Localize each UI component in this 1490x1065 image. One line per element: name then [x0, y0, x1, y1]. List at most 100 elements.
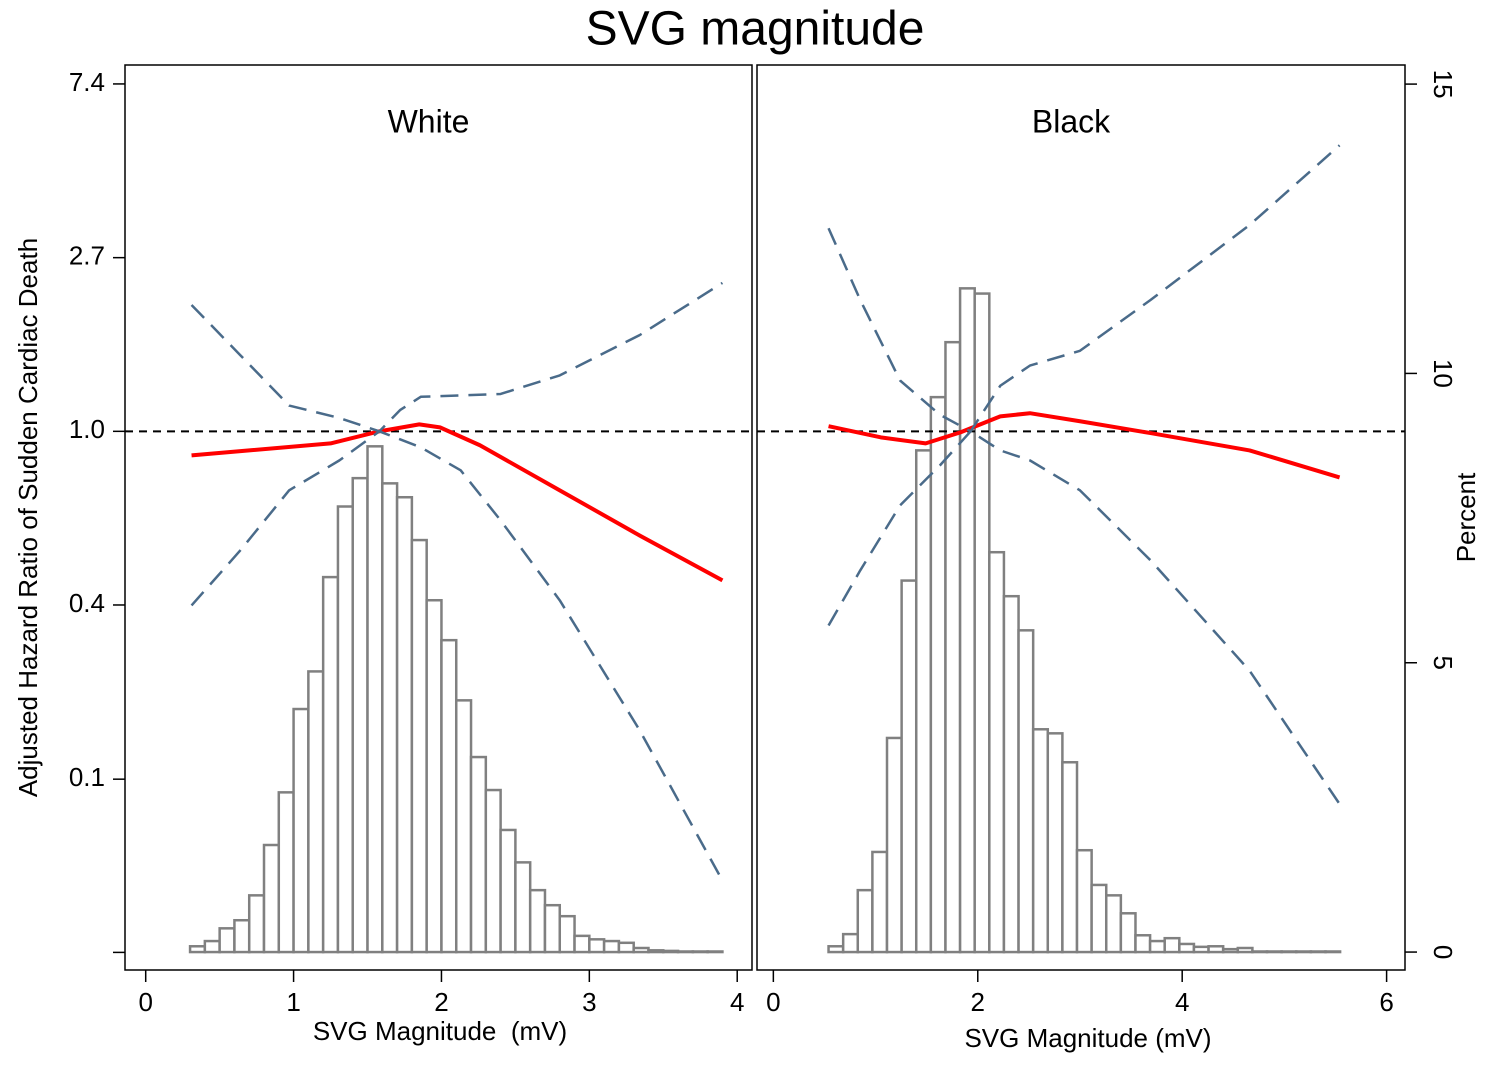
- y2-tick-label: 15: [1428, 70, 1458, 99]
- x-axis-label: SVG Magnitude (mV): [313, 1016, 567, 1046]
- histogram-bar: [558, 914, 576, 954]
- histogram-bar: [351, 476, 369, 954]
- histogram-bar: [277, 791, 295, 954]
- ci-line: [190, 281, 724, 433]
- histogram-bar: [1221, 947, 1240, 954]
- histogram-bar: [1324, 950, 1342, 954]
- histogram-bar: [1251, 950, 1269, 954]
- x-axis-label: SVG Magnitude (mV): [964, 1023, 1211, 1053]
- histogram-bar: [885, 736, 903, 954]
- ci-line: [827, 430, 1341, 805]
- histogram-bar: [676, 950, 695, 954]
- histogram-bar: [900, 579, 918, 954]
- y2-tick-label: 0: [1428, 945, 1458, 959]
- histogram-bar: [1119, 912, 1137, 954]
- histogram-bar: [499, 828, 517, 954]
- histogram-bar: [292, 707, 310, 954]
- y-tick-label: 0.1: [69, 762, 105, 792]
- histogram-bar: [1104, 894, 1123, 954]
- histogram-bar: [410, 538, 428, 954]
- histogram-bar: [1046, 732, 1064, 954]
- histogram-bar: [856, 888, 874, 954]
- histogram-bar: [1134, 934, 1152, 954]
- histogram-bar: [233, 918, 251, 954]
- histogram-bar: [425, 598, 443, 954]
- y-axis-label: Adjusted Hazard Ratio of Sudden Cardiac …: [13, 238, 43, 797]
- histogram-bar: [647, 949, 665, 954]
- histogram-bar: [469, 755, 488, 954]
- histogram-bar: [632, 946, 650, 954]
- histogram-bar: [1017, 629, 1035, 954]
- histogram-bar: [381, 482, 399, 954]
- histogram-bar: [662, 949, 680, 954]
- histogram-bar: [988, 550, 1006, 954]
- histogram-bar: [336, 505, 354, 954]
- histogram-bar: [1295, 950, 1313, 954]
- x-tick-label: 2: [434, 987, 448, 1017]
- histogram-bar: [929, 395, 947, 954]
- ci-line: [827, 144, 1341, 433]
- histogram-bar: [262, 843, 281, 954]
- histogram-bar: [1207, 945, 1225, 954]
- histogram-bar: [528, 888, 547, 954]
- histogram-bar: [841, 932, 860, 954]
- plot-frame: [756, 64, 1406, 971]
- estimate-line: [828, 411, 1341, 480]
- ci-line: [190, 430, 724, 882]
- figure-title: SVG magnitude: [586, 3, 925, 56]
- panel-label: White: [388, 103, 470, 139]
- histogram-bar: [602, 939, 621, 954]
- histogram-bar: [1061, 761, 1079, 954]
- y2-tick-label: 5: [1428, 656, 1458, 670]
- x-tick-label: 1: [286, 987, 300, 1017]
- histogram-bar: [1002, 594, 1020, 954]
- histogram-bar: [247, 894, 266, 954]
- histogram-bar: [188, 945, 207, 954]
- histogram-bar: [203, 939, 221, 954]
- histogram-bar: [871, 850, 889, 954]
- x-tick-label: 2: [971, 987, 985, 1017]
- histogram-bar: [573, 934, 591, 954]
- histogram-bar: [973, 292, 991, 954]
- histogram-bar: [1280, 950, 1298, 954]
- y2-axis-label: Percent: [1451, 472, 1481, 562]
- histogram-bar: [1178, 942, 1196, 954]
- histogram-bar: [218, 927, 236, 954]
- x-tick-label: 4: [1175, 987, 1189, 1017]
- y-tick-label: 0.4: [69, 588, 105, 618]
- histogram-bar: [958, 287, 976, 954]
- histogram-bar: [691, 950, 709, 954]
- x-tick-label: 4: [730, 987, 744, 1017]
- x-tick-label: 0: [766, 987, 780, 1017]
- histogram-bar: [307, 670, 325, 954]
- y-tick-label: 1.0: [69, 414, 105, 444]
- x-tick-label: 3: [582, 987, 596, 1017]
- histogram-bar: [366, 445, 384, 954]
- histogram-bar: [588, 938, 606, 954]
- histogram-bar: [1031, 728, 1050, 954]
- histogram-bar: [914, 449, 933, 954]
- histogram-bar: [1148, 939, 1166, 954]
- histogram-bar: [1265, 950, 1283, 954]
- y-tick-label: 2.7: [69, 241, 105, 271]
- panel-label: Black: [1032, 103, 1111, 139]
- x-tick-label: 0: [138, 987, 152, 1017]
- histogram-bar: [321, 575, 340, 954]
- y-tick-label: 7.4: [69, 67, 105, 97]
- y2-tick-label: 10: [1428, 359, 1458, 388]
- estimate-line: [191, 422, 724, 583]
- histogram-bar: [1075, 848, 1093, 954]
- histogram-bar: [514, 861, 532, 954]
- histogram-bar: [1236, 946, 1254, 954]
- histogram-bar: [1192, 945, 1210, 954]
- histogram-bar: [484, 788, 502, 954]
- histogram-bar: [706, 950, 724, 954]
- histogram-bar: [827, 945, 845, 954]
- histogram-bar: [454, 699, 473, 954]
- histogram-bar: [1090, 883, 1108, 954]
- histogram-bar: [440, 638, 458, 954]
- histogram-bar: [1163, 936, 1181, 954]
- plot-frame: [124, 64, 753, 971]
